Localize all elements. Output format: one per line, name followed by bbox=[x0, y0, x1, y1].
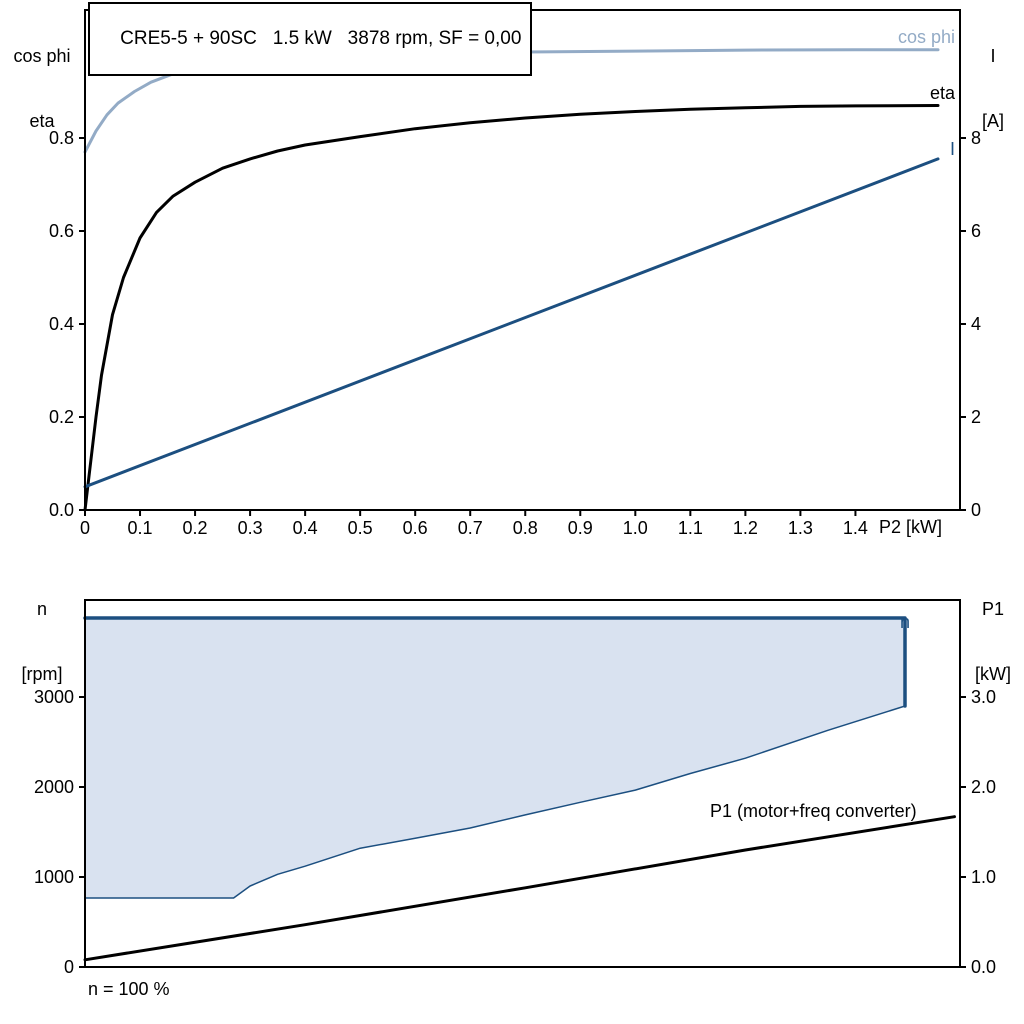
right-axis-label-kw: [kW] bbox=[975, 663, 1011, 684]
svg-text:0.1: 0.1 bbox=[128, 518, 153, 538]
svg-text:0.4: 0.4 bbox=[49, 314, 74, 334]
svg-text:0.5: 0.5 bbox=[348, 518, 373, 538]
svg-text:8: 8 bbox=[971, 128, 981, 148]
svg-text:3000: 3000 bbox=[34, 687, 74, 707]
right-axis-label-current: I bbox=[990, 46, 996, 67]
svg-text:1.4: 1.4 bbox=[843, 518, 868, 538]
bottom-right-axis-title: P1 [kW] bbox=[966, 556, 1020, 729]
svg-text:1.0: 1.0 bbox=[623, 518, 648, 538]
svg-text:0.2: 0.2 bbox=[49, 407, 74, 427]
chart-title-box: CRE5-5 + 90SC 1.5 kW 3878 rpm, SF = 0,00 bbox=[88, 2, 533, 76]
svg-text:3.0: 3.0 bbox=[971, 687, 996, 707]
svg-text:0.8: 0.8 bbox=[49, 128, 74, 148]
svg-text:0.7: 0.7 bbox=[458, 518, 483, 538]
svg-text:0: 0 bbox=[80, 518, 90, 538]
left-axis-label-n: n bbox=[36, 599, 47, 620]
series-label-current: I bbox=[949, 139, 955, 159]
svg-text:0.3: 0.3 bbox=[238, 518, 263, 538]
x-axis-unit-label: P2 [kW] bbox=[879, 517, 943, 537]
svg-text:1.2: 1.2 bbox=[733, 518, 758, 538]
svg-text:0.0: 0.0 bbox=[971, 957, 996, 977]
right-axis-label-p1: P1 bbox=[981, 599, 1005, 620]
left-axis-label-rpm: [rpm] bbox=[21, 663, 63, 684]
series-label-eta: eta bbox=[929, 83, 955, 103]
svg-text:0.9: 0.9 bbox=[568, 518, 593, 538]
svg-text:0.2: 0.2 bbox=[183, 518, 208, 538]
svg-text:1.0: 1.0 bbox=[971, 867, 996, 887]
speed-footnote: n = 100 % bbox=[88, 979, 170, 999]
svg-text:6: 6 bbox=[971, 221, 981, 241]
svg-text:0: 0 bbox=[64, 957, 74, 977]
series-label-n: n bbox=[899, 612, 910, 632]
svg-text:0.0: 0.0 bbox=[49, 500, 74, 520]
svg-text:0: 0 bbox=[971, 500, 981, 520]
top-left-axis-title: cos phi eta bbox=[4, 3, 80, 176]
svg-text:0.6: 0.6 bbox=[49, 221, 74, 241]
bottom-left-axis-title: n [rpm] bbox=[4, 556, 80, 729]
left-axis-label-cosphi: cos phi bbox=[13, 46, 71, 67]
svg-text:1000: 1000 bbox=[34, 867, 74, 887]
svg-text:1.3: 1.3 bbox=[788, 518, 813, 538]
right-axis-label-unit: [A] bbox=[981, 110, 1004, 131]
svg-text:2000: 2000 bbox=[34, 777, 74, 797]
left-axis-label-eta: eta bbox=[29, 110, 55, 131]
top-right-axis-title: I [A] bbox=[966, 3, 1020, 176]
svg-text:0.4: 0.4 bbox=[293, 518, 318, 538]
svg-text:4: 4 bbox=[971, 314, 981, 334]
svg-text:0.8: 0.8 bbox=[513, 518, 538, 538]
svg-text:1.1: 1.1 bbox=[678, 518, 703, 538]
chart-title: CRE5-5 + 90SC 1.5 kW 3878 rpm, SF = 0,00 bbox=[120, 28, 522, 49]
series-label-cos-phi: cos phi bbox=[897, 27, 955, 47]
svg-text:2.0: 2.0 bbox=[971, 777, 996, 797]
series-label-p1: P1 (motor+freq converter) bbox=[710, 801, 917, 821]
svg-text:2: 2 bbox=[971, 407, 981, 427]
svg-text:0.6: 0.6 bbox=[403, 518, 428, 538]
